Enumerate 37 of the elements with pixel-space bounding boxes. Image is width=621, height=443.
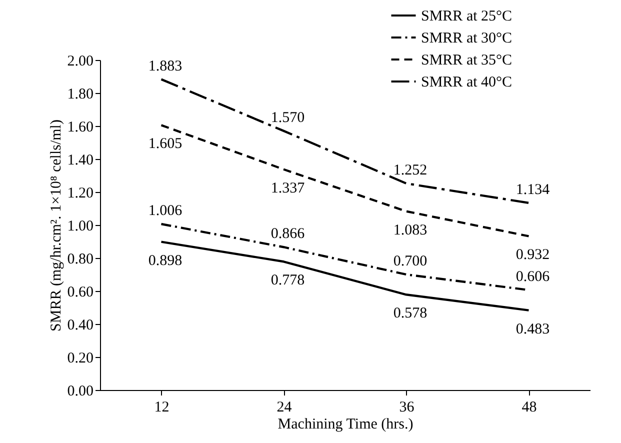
text: 1.134 <box>516 182 550 198</box>
text: 1.337 <box>270 180 305 196</box>
text: 0.866 <box>270 226 305 242</box>
legend-label: SMRR at 35°C <box>421 52 512 68</box>
x-tick-label: 36 <box>399 400 415 416</box>
text: 1.083 <box>393 222 428 238</box>
legend-label: SMRR at 40°C <box>421 74 512 90</box>
text: 0.483 <box>516 321 550 338</box>
text: 1.883 <box>148 58 182 74</box>
text: 0.898 <box>148 252 182 269</box>
text: 1.570 <box>270 110 305 126</box>
y-tick-label: 1.60 <box>67 120 94 136</box>
y-tick-label: 0.40 <box>67 318 94 334</box>
legend-label: SMRR at 25°C <box>421 8 512 24</box>
y-tick-label: 1.20 <box>67 186 94 202</box>
text: 0.778 <box>270 272 305 289</box>
text: 1.252 <box>393 162 428 178</box>
y-tick-label: 0.20 <box>67 350 94 366</box>
y-tick-label: 1.00 <box>67 218 94 234</box>
text: 0.578 <box>393 306 428 322</box>
y-tick-label: 2.00 <box>67 54 94 70</box>
x-axis-title: Machining Time (hrs.) <box>278 416 414 432</box>
text: 0.700 <box>393 254 428 270</box>
x-tick-label: 12 <box>154 400 170 416</box>
y-axis-title: SMRR (mg/hr.cm². 1×10⁸ cells/ml) <box>48 120 64 332</box>
y-tick-label: 0.80 <box>67 252 94 268</box>
y-tick-label: 0.60 <box>67 284 94 300</box>
y-tick-label: 1.80 <box>67 86 94 102</box>
y-tick-label: 1.40 <box>67 152 94 168</box>
y-tick-label: 0.00 <box>67 384 94 400</box>
text: 0.932 <box>516 247 550 264</box>
legend-label: SMRR at 30°C <box>421 30 512 46</box>
x-tick-label: 24 <box>276 400 292 416</box>
text: 1.605 <box>148 136 182 152</box>
x-tick-label: 48 <box>522 400 537 416</box>
text: 1.006 <box>148 203 182 220</box>
text: 0.606 <box>516 269 550 286</box>
